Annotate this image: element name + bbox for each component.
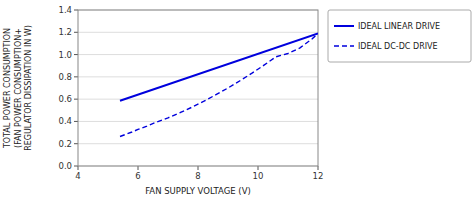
plot-frame xyxy=(78,10,318,166)
legend-swatch xyxy=(334,45,354,46)
grid-line xyxy=(78,143,318,144)
tick-mark xyxy=(198,166,199,170)
tick-mark xyxy=(74,166,78,167)
tick-mark xyxy=(318,166,319,170)
tick-label: 10 xyxy=(253,171,264,181)
tick-label: 0.8 xyxy=(58,72,72,82)
tick-mark xyxy=(74,32,78,33)
grid-line xyxy=(78,54,318,55)
tick-mark xyxy=(74,143,78,144)
legend-label: IDEAL DC-DC DRIVE xyxy=(358,42,438,51)
tick-label: 1.0 xyxy=(58,50,72,60)
grid-line xyxy=(78,121,318,122)
tick-label: 4 xyxy=(75,171,80,181)
grid-line xyxy=(78,76,318,77)
series-group xyxy=(120,33,318,136)
tick-label: 0.6 xyxy=(58,94,72,104)
grid-line xyxy=(78,32,318,33)
legend-swatch xyxy=(334,25,354,27)
tick-mark xyxy=(258,166,259,170)
tick-mark xyxy=(138,166,139,170)
tick-mark xyxy=(74,99,78,100)
tick-label: 0.4 xyxy=(58,116,72,126)
chart: 0.0 0.2 0.4 0.6 0.8 1.0 1.2 1.4 4 6 8 10 12 FAN SUPPL… xyxy=(0,0,475,202)
y-axis-label-line: REGULATOR DISSIPATION IN W) xyxy=(24,25,33,151)
x-axis-label: FAN SUPPLY VOLTAGE (V) xyxy=(145,186,251,196)
tick-label: 0.0 xyxy=(58,161,72,171)
legend: IDEAL LINEAR DRIVE IDEAL DC-DC DRIVE xyxy=(328,10,471,62)
legend-label: IDEAL LINEAR DRIVE xyxy=(358,22,440,31)
legend-box xyxy=(328,10,471,62)
grid-line xyxy=(78,99,318,100)
line xyxy=(120,33,318,100)
tick-label: 12 xyxy=(313,171,324,181)
tick-label: 1.4 xyxy=(58,5,72,15)
y-axis-label-line: (FAN POWER CONSUMPTION+ xyxy=(14,28,23,148)
tick-label: 1.2 xyxy=(58,27,72,37)
tick-mark xyxy=(74,121,78,122)
tick-mark xyxy=(74,54,78,55)
y-axis-label: TOTAL POWER CONSUMPTION(FAN POWER CONSUM… xyxy=(3,25,33,151)
tick-mark xyxy=(74,76,78,77)
tick-mark xyxy=(74,10,78,11)
tick-mark xyxy=(78,166,79,170)
line xyxy=(120,33,318,136)
y-axis-label-line: TOTAL POWER CONSUMPTION xyxy=(3,28,12,149)
plot-area xyxy=(78,10,318,166)
tick-label: 6 xyxy=(135,171,140,181)
tick-label: 8 xyxy=(195,171,200,181)
tick-label: 0.2 xyxy=(58,139,72,149)
